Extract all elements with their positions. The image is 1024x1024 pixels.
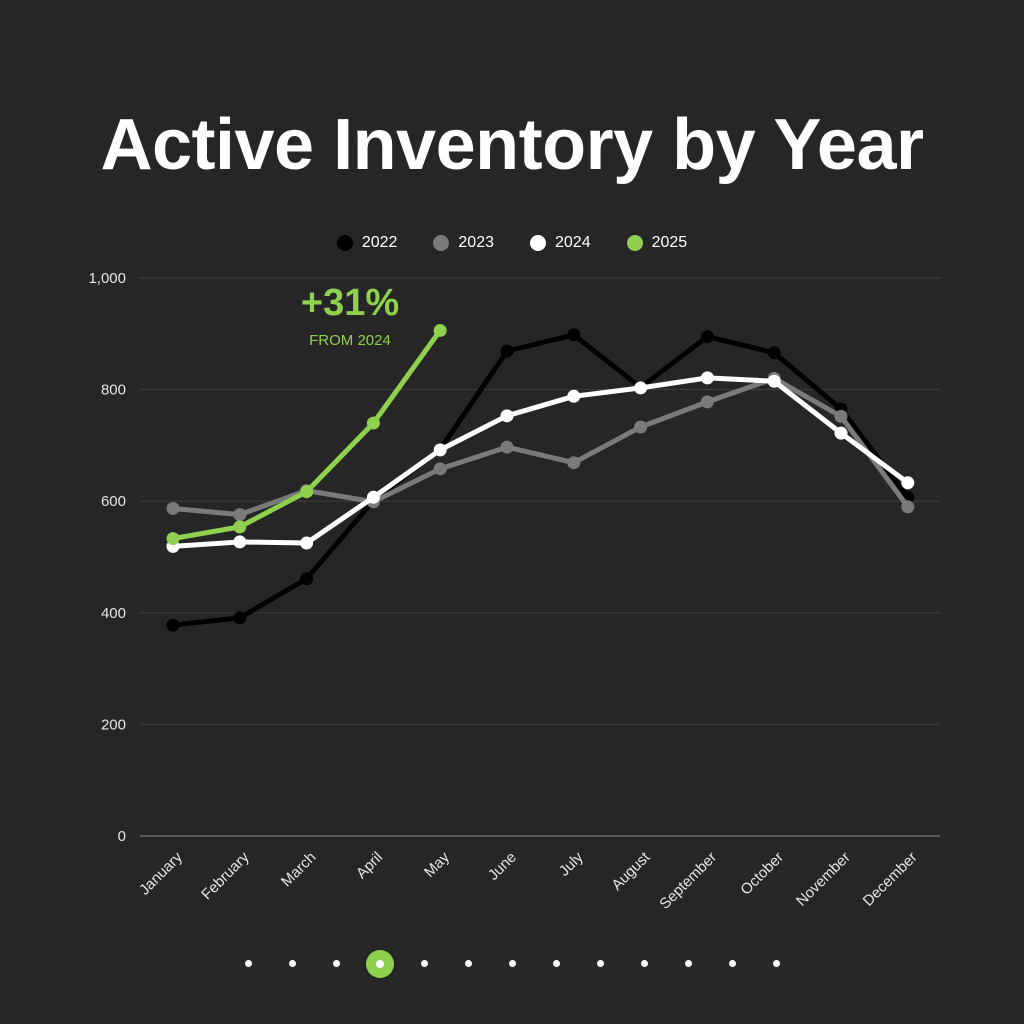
data-point-2023 [500, 440, 514, 454]
data-point-2023 [166, 501, 180, 515]
x-tick-label: August [608, 848, 654, 894]
gridlines [140, 277, 940, 837]
legend-swatch-2025 [626, 235, 643, 251]
data-point-2024 [500, 409, 514, 423]
series-2022 [166, 328, 915, 632]
data-point-2025 [433, 323, 447, 337]
pager-dot-active[interactable] [366, 950, 394, 978]
legend-swatch-2023 [433, 235, 450, 251]
x-tick-label: June [485, 849, 520, 884]
pager-dot[interactable] [332, 960, 340, 967]
legend-item-2024: 2024 [530, 234, 591, 252]
carousel-pagination [0, 950, 1024, 978]
pager-dot[interactable] [464, 960, 472, 967]
x-tick-label: January [136, 848, 186, 898]
y-tick-label: 1,000 [88, 270, 126, 287]
series-line-2025 [170, 327, 443, 542]
data-point-2023 [901, 500, 915, 514]
y-tick-label: 0 [118, 828, 126, 845]
pager-dot[interactable] [420, 960, 428, 967]
data-point-2022 [500, 344, 514, 358]
annotation-value: +31% [301, 282, 399, 324]
data-point-2022 [567, 328, 581, 342]
data-point-2025 [300, 485, 314, 499]
y-tick-label: 200 [101, 716, 126, 733]
data-point-2022 [300, 572, 314, 586]
x-tick-label: October [737, 849, 787, 899]
x-tick-label: September [656, 849, 720, 913]
data-point-2022 [166, 618, 180, 632]
x-tick-label: March [278, 849, 319, 890]
legend: 2022 2023 2024 2025 [0, 234, 1024, 252]
legend-item-2025: 2025 [626, 234, 688, 252]
data-point-2024 [834, 426, 848, 440]
data-point-2022 [767, 346, 781, 360]
data-point-2024 [634, 381, 648, 395]
series-lines [166, 323, 915, 632]
data-point-2023 [834, 409, 848, 423]
data-point-2024 [901, 476, 915, 490]
legend-label-2025: 2025 [651, 234, 688, 251]
data-point-2023 [233, 508, 247, 522]
legend-item-2022: 2022 [336, 234, 398, 252]
legend-item-2023: 2023 [433, 234, 494, 252]
data-point-2025 [366, 416, 380, 430]
pager-dot[interactable] [772, 960, 780, 967]
pager-dot[interactable] [596, 960, 604, 967]
legend-label-2022: 2022 [361, 234, 398, 251]
annotation: +31% FROM 2024 [301, 282, 399, 349]
y-tick-label: 800 [101, 382, 126, 399]
data-point-2023 [567, 456, 581, 470]
x-axis-labels: January February March April May June July Augu… [136, 848, 921, 912]
data-point-2024 [433, 443, 447, 457]
data-point-2023 [634, 420, 648, 434]
x-tick-label: July [556, 848, 587, 879]
y-tick-label: 400 [101, 605, 126, 622]
data-point-2022 [233, 611, 247, 625]
pager-dot[interactable] [508, 960, 516, 967]
x-tick-label: December [860, 849, 921, 910]
legend-label-2024: 2024 [555, 234, 591, 251]
pager-dot[interactable] [684, 960, 692, 967]
data-point-2024 [233, 535, 247, 549]
y-axis-labels: 0 200 400 600 800 1,000 [88, 270, 126, 845]
data-point-2024 [366, 490, 380, 504]
pager-dot[interactable] [288, 960, 296, 967]
x-tick-label: November [793, 849, 854, 910]
x-tick-label: May [421, 848, 453, 880]
x-tick-label: April [353, 849, 386, 882]
annotation-subtext: FROM 2024 [309, 332, 391, 349]
data-point-2022 [700, 330, 714, 344]
series-line-2024 [170, 375, 911, 549]
legend-swatch-2022 [336, 235, 353, 251]
legend-label-2023: 2023 [458, 234, 494, 251]
series-2025 [166, 323, 447, 546]
data-point-2023 [700, 395, 714, 409]
x-tick-label: February [198, 848, 253, 903]
pager-dot[interactable] [728, 960, 736, 967]
y-tick-label: 600 [101, 493, 126, 510]
chart-title: Active Inventory by Year [100, 105, 924, 185]
data-point-2024 [767, 374, 781, 388]
data-point-2024 [700, 371, 714, 385]
series-line-2022 [170, 332, 911, 628]
series-2023 [166, 371, 915, 522]
series-2024 [166, 371, 915, 553]
data-point-2024 [300, 536, 314, 550]
legend-swatch-2024 [530, 235, 546, 251]
pager-dot[interactable] [640, 960, 648, 967]
data-point-2023 [433, 462, 447, 476]
pager-dot[interactable] [244, 960, 252, 967]
pager-dot[interactable] [552, 960, 560, 967]
data-point-2025 [233, 520, 247, 534]
data-point-2024 [567, 389, 581, 403]
series-line-2023 [170, 375, 911, 518]
data-point-2025 [166, 532, 180, 546]
